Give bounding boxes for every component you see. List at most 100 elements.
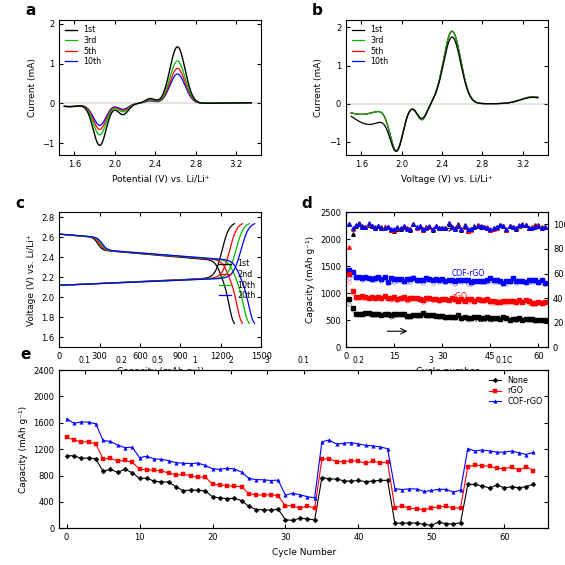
10th	[531, 93, 538, 100]
rGO	[63, 434, 70, 441]
1st	[534, 94, 541, 101]
2nd	[234, 302, 241, 309]
20th	[251, 320, 258, 327]
10th	[419, 116, 426, 123]
5th	[419, 116, 426, 123]
1st	[56, 231, 63, 237]
5th	[93, 124, 100, 131]
3rd	[248, 99, 255, 106]
Line: None: None	[65, 454, 535, 527]
1st	[174, 44, 181, 50]
2nd	[234, 303, 241, 310]
20th	[151, 251, 158, 258]
Line: 10th: 10th	[351, 31, 538, 151]
Text: COF-rGO: COF-rGO	[452, 269, 485, 278]
10th	[240, 302, 247, 309]
5th	[224, 99, 231, 106]
Line: COF-rGO: COF-rGO	[65, 417, 535, 499]
5th	[393, 147, 400, 154]
1st	[226, 302, 233, 309]
None	[260, 506, 267, 513]
2nd	[200, 255, 207, 262]
Text: c: c	[15, 195, 24, 211]
X-axis label: Cycle Number: Cycle Number	[272, 547, 336, 557]
10th	[369, 109, 376, 116]
5th	[82, 104, 89, 111]
X-axis label: Capacity (mAh g⁻¹): Capacity (mAh g⁻¹)	[117, 367, 204, 376]
5th	[369, 109, 376, 116]
10th	[449, 28, 455, 34]
Text: rGO: rGO	[452, 292, 467, 301]
Y-axis label: Current (mA): Current (mA)	[28, 58, 37, 117]
2nd	[145, 251, 152, 258]
3rd	[224, 99, 231, 106]
1st	[419, 115, 426, 121]
1st	[449, 34, 455, 41]
None	[515, 484, 522, 491]
3rd	[428, 100, 434, 107]
3rd	[534, 94, 541, 101]
X-axis label: Potential (V) vs. Li/Li⁺: Potential (V) vs. Li/Li⁺	[111, 175, 209, 184]
None	[63, 452, 70, 459]
2nd	[239, 320, 246, 327]
10th	[148, 251, 155, 258]
5th	[174, 65, 181, 72]
X-axis label: Cycle number: Cycle number	[415, 367, 479, 376]
1st	[347, 113, 354, 120]
Text: a: a	[25, 3, 36, 19]
Line: 10th: 10th	[64, 74, 251, 125]
3rd	[82, 105, 89, 111]
None	[428, 522, 434, 529]
Y-axis label: Current (mA): Current (mA)	[315, 58, 323, 117]
20th	[210, 255, 216, 262]
rGO	[202, 473, 208, 480]
1st	[194, 255, 201, 262]
Y-axis label: Capacity (mAh g⁻¹): Capacity (mAh g⁻¹)	[306, 236, 315, 323]
1st	[511, 98, 518, 105]
Line: 2nd: 2nd	[59, 234, 242, 323]
10th	[393, 147, 400, 154]
1st	[531, 94, 538, 101]
Line: 20th: 20th	[59, 234, 255, 323]
Y-axis label: Capacity (mAh g⁻¹): Capacity (mAh g⁻¹)	[19, 406, 28, 493]
None	[202, 488, 208, 494]
20th	[146, 250, 153, 257]
5th	[96, 126, 103, 133]
None	[173, 483, 180, 490]
2nd	[66, 232, 72, 238]
1st	[393, 148, 399, 155]
1st	[231, 320, 238, 327]
X-axis label: Voltage (V) vs. Li/Li⁺: Voltage (V) vs. Li/Li⁺	[401, 175, 493, 184]
Line: 3rd: 3rd	[64, 61, 251, 135]
10th	[347, 110, 354, 116]
10th	[246, 320, 253, 327]
Line: rGO: rGO	[65, 436, 535, 512]
5th	[449, 28, 455, 34]
20th	[66, 232, 73, 238]
1st	[224, 99, 231, 106]
10th	[174, 71, 181, 77]
1st	[380, 120, 387, 127]
10th	[133, 101, 140, 107]
Line: 1st: 1st	[351, 37, 538, 151]
1st	[428, 100, 434, 107]
COF-rGO	[63, 415, 70, 422]
2nd	[56, 231, 63, 237]
10th	[380, 112, 387, 119]
rGO	[515, 467, 522, 473]
20th	[245, 302, 252, 309]
3rd	[96, 132, 103, 138]
COF-rGO	[472, 447, 479, 454]
3rd	[380, 112, 387, 119]
1st	[141, 98, 147, 105]
1st	[244, 99, 251, 106]
10th	[66, 232, 72, 238]
3rd	[61, 103, 68, 110]
5th	[531, 93, 538, 100]
Legend: None, rGO, COF-rGO: None, rGO, COF-rGO	[487, 374, 544, 407]
3rd	[369, 109, 376, 116]
COF-rGO	[202, 462, 208, 469]
10th	[82, 103, 89, 110]
1st	[369, 121, 376, 128]
Line: 1st: 1st	[64, 47, 251, 145]
